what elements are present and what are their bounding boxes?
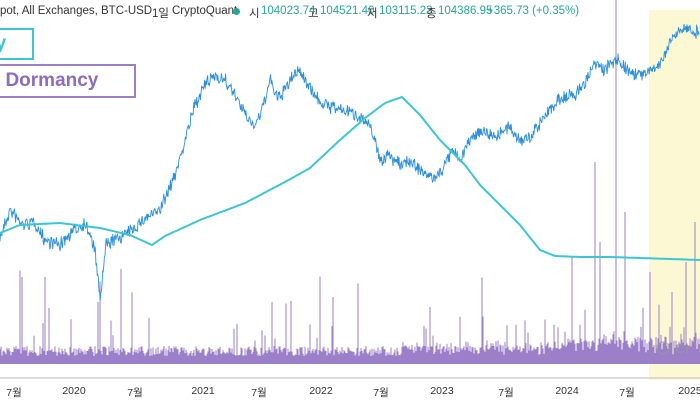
high-value: 104521.40	[320, 5, 375, 17]
watermark-text: Cr	[675, 340, 691, 356]
chart-header: pot, All Exchanges, BTC-USD 1일 CryptoQua…	[0, 0, 700, 22]
source-label: CryptoQuant	[172, 5, 238, 17]
low-label: 저	[367, 8, 378, 20]
dormancy-legend-label: ge Dormancy	[0, 70, 99, 91]
dormancy-baseline	[0, 356, 700, 364]
close-label: 종	[426, 8, 437, 20]
liquidity-legend-label: ity	[0, 33, 6, 54]
liquidity-series-line	[0, 95, 700, 261]
x-tick-label: 7월	[498, 387, 514, 399]
x-tick-label: 2023	[430, 385, 454, 397]
x-tick-label: 2024	[555, 385, 579, 397]
open-label: 시	[249, 8, 260, 20]
x-tick-label: 2020	[62, 385, 86, 397]
status-dot-icon	[233, 8, 240, 15]
x-tick-label: 7월	[373, 387, 389, 399]
interval-label: 1일	[152, 8, 169, 20]
x-tick-label: 7월	[6, 387, 22, 399]
dormancy-series	[0, 0, 700, 364]
change-value: +365.73 (+0.35%)	[487, 5, 580, 17]
price-series-line	[0, 23, 700, 301]
x-tick-label: 2021	[191, 385, 215, 397]
x-tick-label: 2022	[309, 385, 333, 397]
x-tick-label: 7월	[619, 387, 635, 399]
dormancy-legend-box: ge Dormancy	[0, 64, 136, 98]
close-value: 104386.95	[438, 5, 493, 17]
low-value: 103115.23	[379, 5, 433, 17]
x-tick-label: 7월	[251, 387, 267, 399]
high-label: 고	[308, 8, 319, 20]
watermark-logo-icon	[656, 341, 670, 355]
x-tick-label: 7월	[127, 387, 143, 399]
x-axis: 7월 2020 7월 2021 7월 2022 7월 2023 7월 2024 7월 2025	[0, 378, 700, 400]
highlight-region	[649, 10, 700, 380]
open-value: 104023.74	[261, 5, 316, 17]
x-tick-label: 2025	[678, 385, 700, 397]
symbol-label: pot, All Exchanges, BTC-USD	[0, 5, 153, 17]
liquidity-legend-box: ity	[0, 28, 34, 60]
